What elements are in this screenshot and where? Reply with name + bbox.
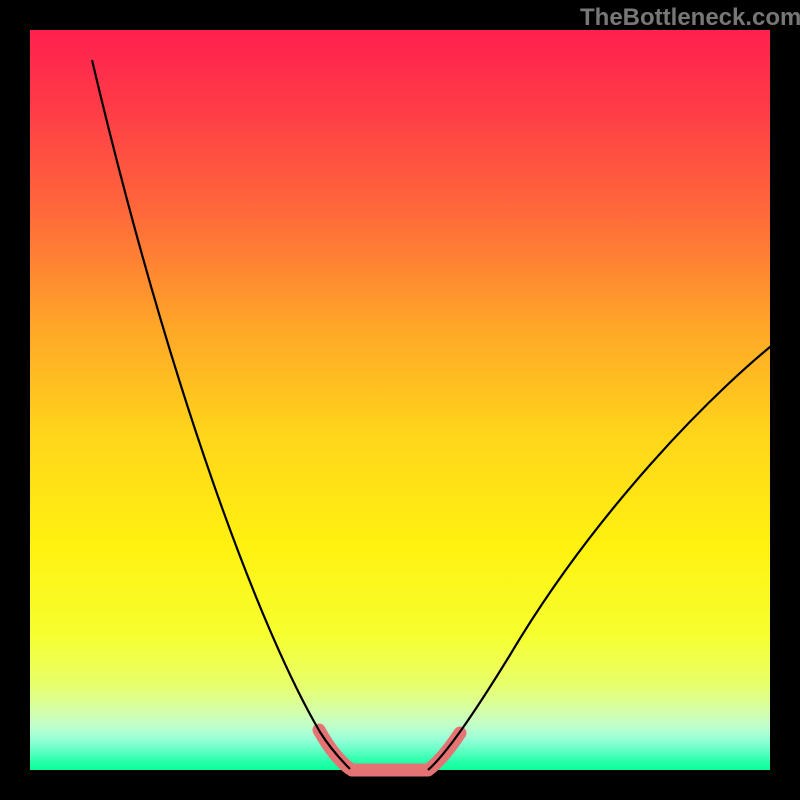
watermark-text: TheBottleneck.com xyxy=(580,4,800,32)
plot-area xyxy=(30,30,770,770)
chart-container: TheBottleneck.com xyxy=(0,0,800,800)
chart-svg xyxy=(0,0,800,800)
